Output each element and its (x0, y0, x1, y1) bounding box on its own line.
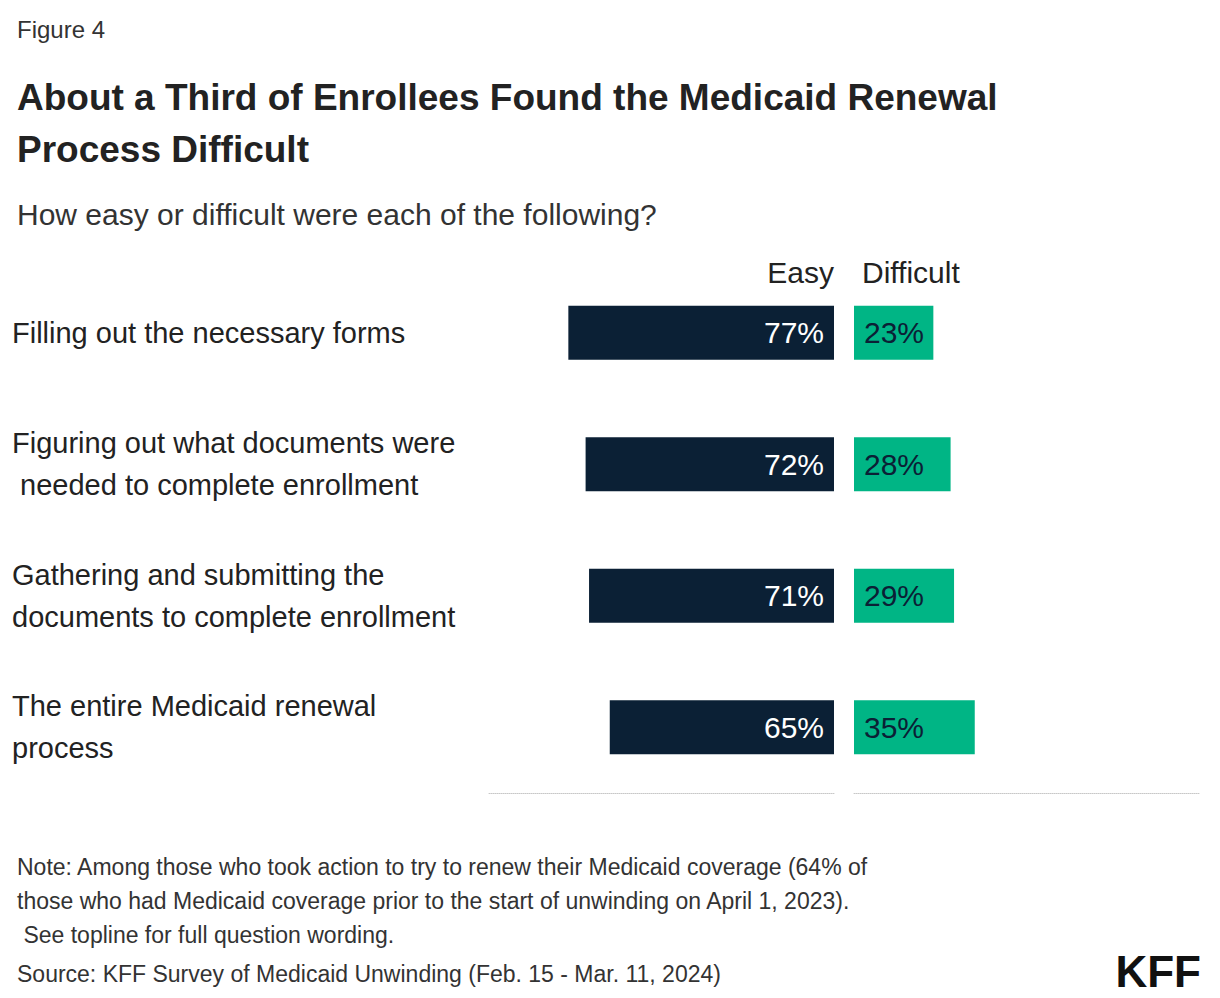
svg-text:77%: 77% (764, 316, 824, 349)
svg-text:The entire Medicaid renewal: The entire Medicaid renewal (12, 690, 384, 722)
svg-text:See topline for full question: See topline for full question wording. (17, 922, 394, 948)
svg-text:Difficult: Difficult (862, 256, 960, 289)
svg-text:Easy: Easy (767, 256, 834, 289)
svg-text:KFF: KFF (1115, 947, 1201, 996)
svg-text:Process Difficult: Process Difficult (17, 129, 309, 170)
svg-text:72%: 72% (764, 448, 824, 481)
svg-text:65%: 65% (764, 711, 824, 744)
svg-text:Gathering and submitting the: Gathering and submitting the (12, 559, 392, 591)
svg-text:needed to complete enrollment: needed to complete enrollment (12, 469, 418, 501)
svg-text:71%: 71% (764, 579, 824, 612)
svg-text:Figuring out what documents we: Figuring out what documents were (12, 427, 455, 459)
svg-text:those who had Medicaid coverag: those who had Medicaid coverage prior to… (17, 888, 849, 914)
svg-text:35%: 35% (864, 711, 924, 744)
svg-text:Source: KFF Survey of Medicaid: Source: KFF Survey of Medicaid Unwinding… (17, 961, 721, 987)
svg-text:Figure 4: Figure 4 (17, 16, 105, 43)
svg-text:How easy or difficult were eac: How easy or difficult were each of the f… (17, 198, 657, 231)
svg-text:documents to complete enrollme: documents to complete enrollment (12, 601, 455, 633)
svg-text:Note: Among those who took act: Note: Among those who took action to try… (17, 854, 874, 880)
svg-text:process: process (12, 732, 114, 764)
svg-text:29%: 29% (864, 579, 924, 612)
svg-text:Filling out the necessary form: Filling out the necessary forms (12, 317, 405, 349)
svg-text:About a Third of Enrollees Fou: About a Third of Enrollees Found the Med… (17, 77, 1008, 118)
svg-text:23%: 23% (864, 316, 924, 349)
svg-text:28%: 28% (864, 448, 924, 481)
